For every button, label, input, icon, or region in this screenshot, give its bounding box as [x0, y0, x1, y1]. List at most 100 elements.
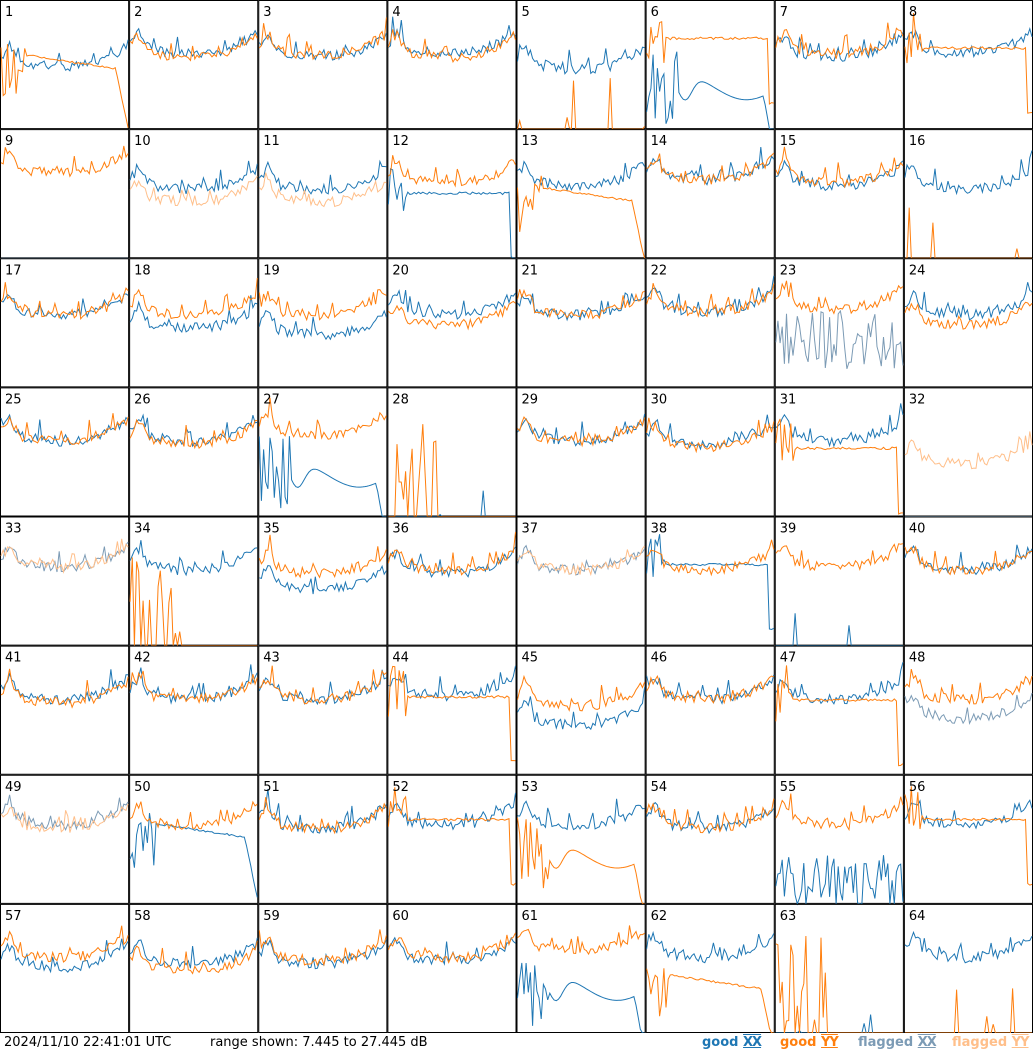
- panel-label: 47: [780, 651, 797, 666]
- panel-8: 8: [903, 0, 1033, 130]
- series-yy-panel-33: [0, 538, 129, 574]
- panel-33: 33: [0, 516, 130, 646]
- panel-label: 51: [263, 780, 280, 795]
- panel-label: 16: [909, 134, 926, 149]
- panel-9: 9: [0, 129, 130, 259]
- panel-frame: [129, 258, 259, 388]
- panel-frame: [645, 516, 775, 646]
- panel-frame: [387, 903, 517, 1033]
- series-xx-panel-34: [129, 540, 258, 577]
- panel-20: 20: [387, 258, 517, 388]
- panel-label: 23: [780, 263, 797, 278]
- panel-label: 8: [909, 5, 917, 20]
- series-yy-panel-5: [517, 78, 645, 131]
- panel-label: 2: [134, 5, 142, 20]
- series-xx-panel-43: [258, 669, 387, 706]
- panel-22: 22: [645, 258, 775, 388]
- panel-58: 58: [129, 903, 259, 1033]
- panel-frame: [387, 258, 517, 388]
- series-xx-panel-1: [0, 39, 129, 72]
- panel-46: 46: [645, 645, 775, 775]
- panel-frame: [774, 129, 904, 259]
- legend-good-yy: good YY: [780, 1035, 839, 1050]
- panel-label: 19: [263, 263, 280, 278]
- panel-label: 6: [651, 5, 659, 20]
- panel-frame: [129, 0, 259, 130]
- panel-label: 24: [909, 263, 926, 278]
- panel-label: 52: [392, 780, 409, 795]
- panel-label: 36: [392, 522, 409, 537]
- series-yy-panel-53: [517, 817, 645, 905]
- series-yy-panel-16: [904, 207, 1032, 259]
- series-yy-panel-42: [129, 670, 258, 705]
- panel-56: 56: [903, 774, 1033, 904]
- series-yy-panel-23: [775, 280, 904, 315]
- series-xx-panel-24: [904, 282, 1033, 321]
- panel-frame: [387, 774, 517, 904]
- series-yy-panel-31: [775, 418, 903, 515]
- series-xx-panel-51: [258, 788, 387, 834]
- panel-frame: [129, 645, 259, 775]
- panel-frame: [645, 903, 775, 1033]
- series-xx-panel-55: [775, 855, 904, 906]
- series-yy-panel-38: [646, 539, 775, 577]
- series-yy-panel-29: [517, 416, 646, 448]
- panel-label: 43: [263, 651, 280, 666]
- series-xx-panel-8: [904, 26, 1033, 59]
- series-yy-panel-51: [258, 797, 387, 835]
- panel-frame: [903, 0, 1033, 130]
- panel-label: 49: [5, 780, 22, 795]
- panel-label: 22: [651, 263, 668, 278]
- series-yy-panel-64: [904, 988, 1032, 1033]
- series-xx-panel-36: [387, 546, 516, 579]
- panel-label: 17: [5, 263, 22, 278]
- panel-21: 21: [516, 258, 646, 388]
- series-xx-panel-46: [646, 674, 775, 705]
- series-yy-panel-48: [904, 668, 1033, 705]
- series-yy-panel-13: [517, 175, 646, 259]
- panel-frame: [387, 129, 517, 259]
- panel-label: 38: [651, 522, 668, 537]
- panel-label: 12: [392, 134, 409, 149]
- panel-label: 56: [909, 780, 926, 795]
- panel-label: 30: [651, 392, 668, 407]
- panel-59: 59: [258, 903, 388, 1033]
- panel-label: 53: [522, 780, 539, 795]
- panel-label: 11: [263, 134, 280, 149]
- series-xx-panel-58: [129, 937, 258, 969]
- series-xx-panel-3: [258, 32, 387, 61]
- series-yy-panel-12: [388, 155, 516, 188]
- series-xx-panel-62: [646, 930, 775, 964]
- panel-frame: [516, 258, 646, 388]
- panel-label: 55: [780, 780, 797, 795]
- series-xx-panel-10: [129, 160, 258, 195]
- panel-frame: [387, 645, 517, 775]
- panel-frame: [129, 903, 259, 1033]
- series-yy-panel-2: [129, 32, 258, 62]
- panel-51: 51: [258, 774, 388, 904]
- panel-35: 35: [258, 516, 388, 646]
- panel-frame: [129, 129, 259, 259]
- series-xx-panel-64: [904, 930, 1033, 964]
- panel-label: 28: [392, 392, 409, 407]
- series-xx-panel-59: [258, 938, 387, 970]
- panel-frame: [0, 129, 130, 259]
- panel-39: 39: [774, 516, 904, 647]
- series-yy-panel-28: [388, 424, 516, 517]
- panel-31: 31: [774, 387, 904, 517]
- panel-frame: [774, 387, 904, 517]
- series-yy-panel-37: [517, 545, 645, 577]
- series-yy-panel-18: [129, 278, 258, 320]
- series-xx-panel-29: [517, 413, 646, 447]
- panel-frame: [0, 516, 130, 646]
- series-xx-panel-19: [258, 309, 387, 341]
- series-yy-panel-25: [0, 413, 129, 445]
- panel-12: 12: [387, 129, 517, 259]
- series-xx-panel-39: [775, 613, 903, 647]
- panel-frame: [516, 645, 646, 775]
- panel-23: 23: [774, 258, 904, 388]
- panel-frame: [645, 258, 775, 388]
- panel-label: 9: [5, 134, 13, 149]
- series-xx-panel-41: [0, 669, 129, 706]
